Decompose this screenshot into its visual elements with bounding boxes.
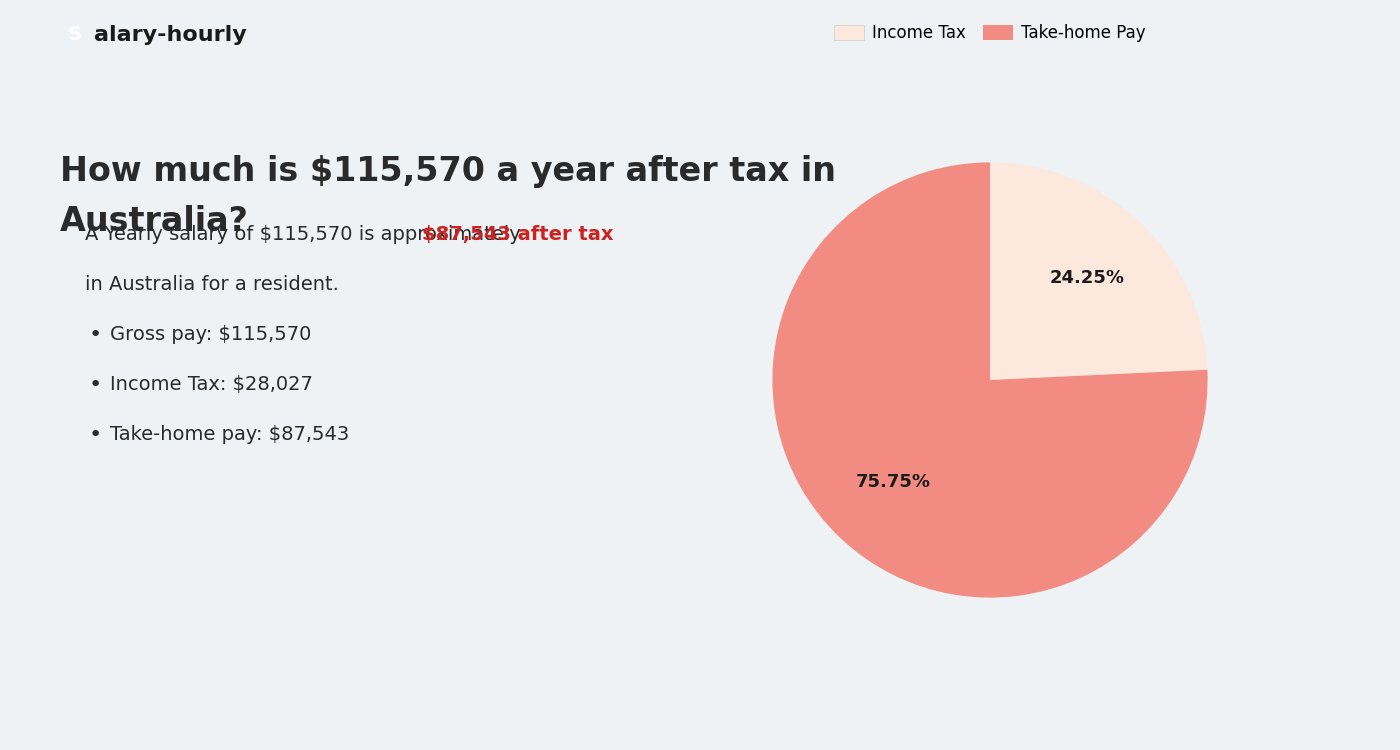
Text: Australia?: Australia? xyxy=(60,205,249,238)
Text: •: • xyxy=(88,425,102,445)
Wedge shape xyxy=(773,163,1208,598)
Text: Income Tax: $28,027: Income Tax: $28,027 xyxy=(111,375,312,394)
Text: Take-home pay: $87,543: Take-home pay: $87,543 xyxy=(111,425,349,444)
Text: in Australia for a resident.: in Australia for a resident. xyxy=(85,275,339,294)
Text: •: • xyxy=(88,325,102,345)
Text: S: S xyxy=(69,26,83,44)
Text: A Yearly salary of $115,570 is approximately: A Yearly salary of $115,570 is approxima… xyxy=(85,225,526,244)
Text: $87,543 after tax: $87,543 after tax xyxy=(423,225,615,244)
Text: •: • xyxy=(88,375,102,395)
Text: How much is $115,570 a year after tax in: How much is $115,570 a year after tax in xyxy=(60,155,836,188)
Text: alary-hourly: alary-hourly xyxy=(94,25,246,45)
Wedge shape xyxy=(990,163,1207,380)
Text: 24.25%: 24.25% xyxy=(1050,269,1124,287)
Text: 75.75%: 75.75% xyxy=(855,473,931,491)
Legend: Income Tax, Take-home Pay: Income Tax, Take-home Pay xyxy=(827,17,1152,49)
Text: Gross pay: $115,570: Gross pay: $115,570 xyxy=(111,325,311,344)
